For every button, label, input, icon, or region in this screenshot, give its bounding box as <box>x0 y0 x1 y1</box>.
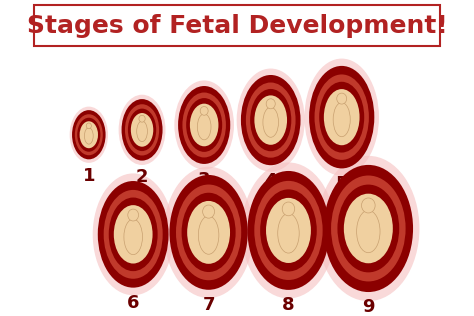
Ellipse shape <box>104 190 163 279</box>
Ellipse shape <box>255 95 287 145</box>
Ellipse shape <box>137 121 147 142</box>
Ellipse shape <box>93 173 173 295</box>
Ellipse shape <box>197 114 211 140</box>
Ellipse shape <box>362 198 375 213</box>
Ellipse shape <box>200 106 208 115</box>
Ellipse shape <box>84 128 93 144</box>
Ellipse shape <box>72 110 106 159</box>
Ellipse shape <box>121 99 163 161</box>
Ellipse shape <box>263 107 279 137</box>
Ellipse shape <box>128 109 156 151</box>
Ellipse shape <box>190 104 219 146</box>
Ellipse shape <box>178 86 230 164</box>
Ellipse shape <box>344 194 393 263</box>
Ellipse shape <box>86 123 91 129</box>
Ellipse shape <box>118 95 165 165</box>
Ellipse shape <box>125 104 159 155</box>
Text: Stages of Fetal Development!: Stages of Fetal Development! <box>27 14 447 38</box>
Ellipse shape <box>246 82 296 158</box>
Ellipse shape <box>164 167 253 298</box>
Text: 9: 9 <box>362 298 374 316</box>
Text: 4: 4 <box>264 172 277 190</box>
Text: 2: 2 <box>136 168 148 186</box>
Ellipse shape <box>337 185 399 272</box>
Ellipse shape <box>278 213 299 253</box>
Text: 7: 7 <box>202 296 215 314</box>
Ellipse shape <box>315 75 369 160</box>
Ellipse shape <box>241 75 301 165</box>
Text: 6: 6 <box>127 294 139 312</box>
Ellipse shape <box>266 99 275 109</box>
Ellipse shape <box>324 165 413 292</box>
Ellipse shape <box>80 121 98 148</box>
Ellipse shape <box>187 201 230 264</box>
Ellipse shape <box>198 216 219 254</box>
Ellipse shape <box>174 81 234 169</box>
Ellipse shape <box>70 106 108 163</box>
Ellipse shape <box>203 205 215 218</box>
Ellipse shape <box>109 198 158 271</box>
Ellipse shape <box>317 156 419 301</box>
Ellipse shape <box>170 175 248 290</box>
Ellipse shape <box>304 58 379 176</box>
Ellipse shape <box>75 114 103 155</box>
Ellipse shape <box>337 93 346 104</box>
Ellipse shape <box>182 193 236 272</box>
Text: 1: 1 <box>82 167 95 185</box>
Ellipse shape <box>319 82 364 153</box>
Ellipse shape <box>242 162 335 298</box>
Ellipse shape <box>139 115 145 122</box>
Ellipse shape <box>176 185 241 280</box>
Ellipse shape <box>128 209 138 221</box>
Ellipse shape <box>260 189 317 271</box>
Ellipse shape <box>309 66 374 168</box>
Ellipse shape <box>124 219 143 255</box>
Text: 3: 3 <box>198 171 210 189</box>
Ellipse shape <box>98 181 169 288</box>
Ellipse shape <box>186 98 222 152</box>
FancyBboxPatch shape <box>34 5 440 46</box>
Ellipse shape <box>255 181 323 280</box>
Ellipse shape <box>250 89 292 151</box>
Text: 8: 8 <box>282 296 295 314</box>
Ellipse shape <box>266 198 311 263</box>
Ellipse shape <box>282 202 295 216</box>
Ellipse shape <box>324 89 360 145</box>
Text: 5: 5 <box>336 174 348 192</box>
Ellipse shape <box>131 113 153 147</box>
Ellipse shape <box>77 118 100 152</box>
Ellipse shape <box>114 205 153 264</box>
Ellipse shape <box>182 93 226 157</box>
Ellipse shape <box>247 171 329 290</box>
Ellipse shape <box>237 69 305 172</box>
Ellipse shape <box>356 210 380 253</box>
Ellipse shape <box>331 175 406 282</box>
Ellipse shape <box>333 102 350 137</box>
